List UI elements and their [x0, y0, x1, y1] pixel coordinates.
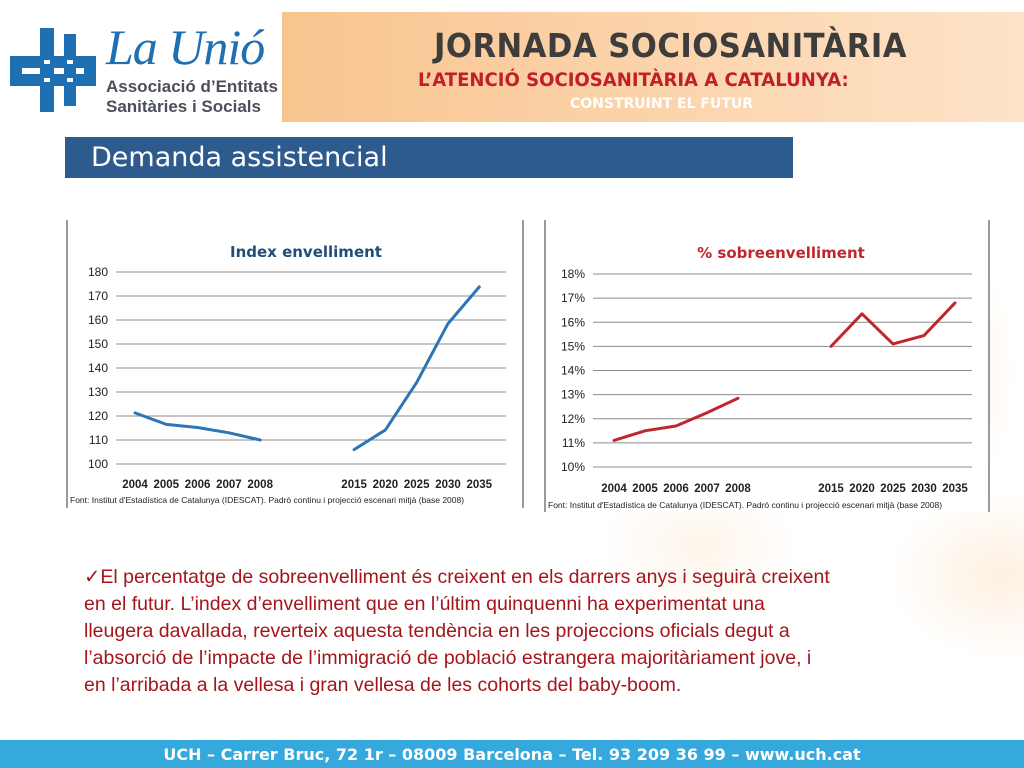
- body-line-3: lleugera davallada, reverteix aquesta te…: [84, 620, 790, 642]
- section-title: Demanda assistencial: [91, 142, 388, 173]
- x-tick-label: 2030: [911, 483, 937, 495]
- body-line-5: en l’arribada a la vellesa i gran velles…: [84, 674, 682, 696]
- logo-subtitle-line2: Sanitàries i Socials: [106, 97, 261, 116]
- chart-title: % sobreenvelliment: [697, 244, 865, 262]
- chart-sobreenvelliment: % sobreenvelliment 10% 11% 12% 13% 14% 15% 16% 1…: [544, 220, 990, 512]
- x-tick-label: 2015: [818, 483, 844, 495]
- footer-bar: UCH – Carrer Bruc, 72 1r – 08009 Barcelo…: [0, 740, 1024, 768]
- x-tick-label: 2025: [404, 479, 430, 491]
- y-tick-label: 14%: [561, 364, 585, 378]
- series-line-segment-2: [829, 301, 957, 348]
- body-line-1-text: El percentatge de sobreenvelliment és cr…: [100, 566, 830, 588]
- y-tick-label: 11%: [562, 436, 585, 450]
- y-tick-label: 15%: [561, 339, 585, 353]
- x-tick-label: 2030: [435, 479, 461, 491]
- x-tick-label: 2005: [632, 483, 658, 495]
- banner-tagline: CONSTRUINT EL FUTUR: [570, 96, 754, 112]
- banner-title: JORNADA SOCIOSANITÀRIA: [434, 26, 908, 65]
- x-tick-label: 2025: [880, 483, 906, 495]
- chart-index-envelliment: Index envelliment 100 110 120 130 140 150 160 17…: [66, 220, 524, 508]
- y-tick-label: 100: [88, 457, 108, 471]
- x-tick-label: 2007: [694, 483, 720, 495]
- y-tick-label: 10%: [561, 460, 585, 474]
- section-bar: Demanda assistencial: [65, 137, 793, 178]
- series-line-segment-2: [352, 285, 481, 452]
- y-tick-label: 12%: [561, 412, 585, 426]
- series-line-segment-1: [612, 396, 740, 442]
- chart-source-note: Font: Institut d'Estadística de Cataluny…: [70, 495, 464, 505]
- header-banner: JORNADA SOCIOSANITÀRIA L’ATENCIÓ SOCIOSA…: [282, 12, 1024, 122]
- x-tick-label: 2006: [663, 483, 689, 495]
- chart-title: Index envelliment: [230, 243, 382, 261]
- x-tick-label: 2015: [341, 479, 367, 491]
- logo-name: La Unió: [106, 19, 265, 75]
- chart-source-note: Font: Institut d'Estadística de Cataluny…: [548, 500, 942, 510]
- y-tick-label: 110: [89, 433, 108, 447]
- y-tick-label: 16%: [561, 315, 585, 329]
- body-paragraph: ✓El percentatge de sobreenvelliment és c…: [84, 564, 964, 699]
- x-tick-label: 2005: [154, 479, 180, 491]
- body-line-4: l’absorció de l’impacte de l’immigració …: [84, 647, 812, 669]
- chart-sobreenvelliment-svg: % sobreenvelliment 10% 11% 12% 13% 14% 15% 16% 1…: [544, 220, 990, 512]
- y-tick-label: 120: [88, 409, 108, 423]
- la-unio-logo-icon: [10, 28, 96, 112]
- x-tick-label: 2006: [185, 479, 211, 491]
- y-tick-label: 17%: [561, 291, 585, 305]
- x-tick-label: 2020: [849, 483, 875, 495]
- banner-subtitle: L’ATENCIÓ SOCIOSANITÀRIA A CATALUNYA:: [418, 69, 849, 91]
- y-tick-label: 18%: [561, 267, 585, 281]
- y-tick-label: 160: [88, 313, 108, 327]
- chart-index-envelliment-svg: Index envelliment 100 110 120 130 140 150 160 17…: [66, 220, 524, 508]
- y-tick-label: 170: [88, 289, 108, 303]
- x-tick-label: 2035: [467, 479, 493, 491]
- y-tick-label: 140: [88, 361, 108, 375]
- x-tick-label: 2035: [942, 483, 968, 495]
- y-tick-label: 130: [88, 385, 108, 399]
- x-tick-label: 2008: [247, 479, 273, 491]
- y-tick-label: 13%: [561, 388, 585, 402]
- footer-contact: UCH – Carrer Bruc, 72 1r – 08009 Barcelo…: [163, 745, 861, 764]
- x-tick-label: 2004: [601, 483, 627, 495]
- body-line-1: ✓El percentatge de sobreenvelliment és c…: [84, 564, 964, 591]
- logo: La Unió Associació d’Entitats Sanitàries…: [0, 0, 282, 122]
- logo-subtitle-line1: Associació d’Entitats: [106, 77, 278, 96]
- x-tick-label: 2004: [122, 479, 148, 491]
- y-tick-label: 180: [88, 265, 108, 279]
- x-tick-label: 2008: [725, 483, 751, 495]
- checkmark-icon: ✓: [84, 566, 101, 588]
- body-line-2: en el futur. L’index d’envelliment que e…: [84, 593, 765, 615]
- x-tick-label: 2007: [216, 479, 242, 491]
- series-line-segment-1: [133, 411, 262, 442]
- x-tick-label: 2020: [373, 479, 399, 491]
- y-tick-label: 150: [88, 337, 108, 351]
